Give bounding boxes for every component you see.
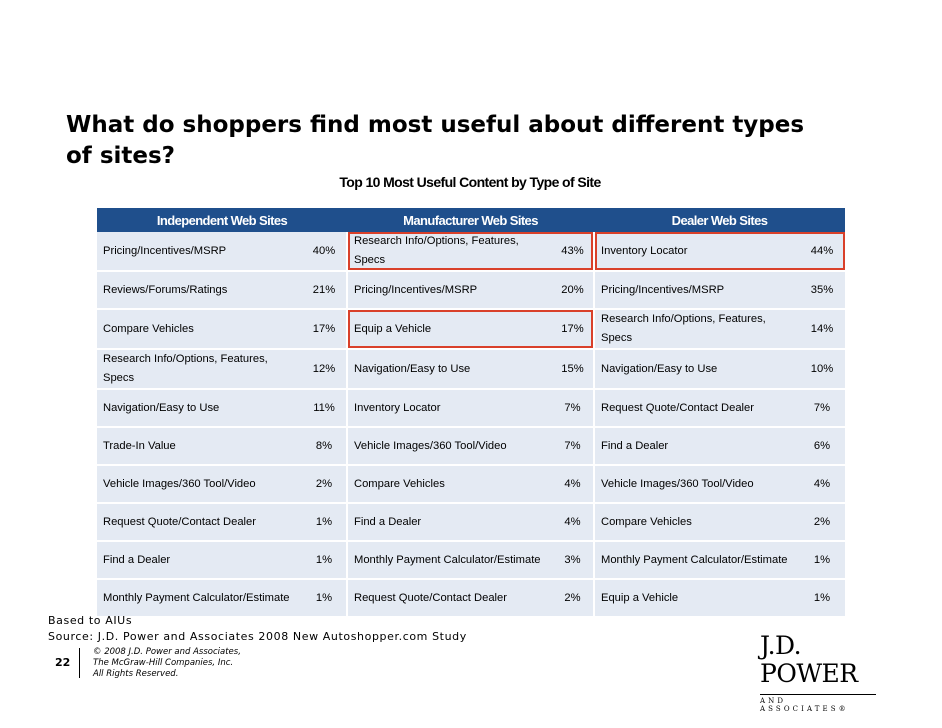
content-label: Navigation/Easy to Use <box>594 349 799 390</box>
content-label: Vehicle Images/360 Tool/Video <box>594 465 799 504</box>
content-percent: 14% <box>799 309 845 350</box>
table-row: Reviews/Forums/Ratings 21% Pricing/Incenti… <box>97 271 845 310</box>
content-label: Find a Dealer <box>594 427 799 466</box>
table-row: Navigation/Easy to Use 11% Inventory Locat… <box>97 389 845 428</box>
content-label: Reviews/Forums/Ratings <box>97 271 302 310</box>
footer-divider <box>79 648 80 678</box>
content-label: Vehicle Images/360 Tool/Video <box>97 465 302 504</box>
copyright-line: The McGraw-Hill Companies, Inc. <box>93 658 234 668</box>
logo-subline: AND ASSOCIATES® <box>760 694 876 713</box>
table-row: Request Quote/Contact Dealer 1% Find a Dea… <box>97 503 845 542</box>
content-percent: 7% <box>552 389 595 428</box>
content-label: Find a Dealer <box>97 541 302 580</box>
content-percent: 43% <box>552 232 595 272</box>
content-label: Vehicle Images/360 Tool/Video <box>347 427 552 466</box>
content-percent: 21% <box>302 271 348 310</box>
content-percent: 1% <box>302 503 348 542</box>
page-number: 22 <box>55 656 71 669</box>
content-label: Trade-In Value <box>97 427 302 466</box>
table-row: Pricing/Incentives/MSRP 40% Research Info/… <box>97 232 845 272</box>
content-label: Compare Vehicles <box>347 465 552 504</box>
copyright-block: © 2008 J.D. Power and Associates, The Mc… <box>93 647 241 680</box>
content-percent: 8% <box>302 427 348 466</box>
content-label: Navigation/Easy to Use <box>97 389 302 428</box>
content-label: Research Info/Options, Features, Specs <box>97 349 302 390</box>
table-row: Trade-In Value 8% Vehicle Images/360 Tool/… <box>97 427 845 466</box>
content-percent: 3% <box>552 541 595 580</box>
content-percent: 1% <box>799 541 845 580</box>
jd-power-logo: J.D. POWER AND ASSOCIATES® <box>760 632 880 713</box>
content-percent: 1% <box>302 579 348 618</box>
content-percent: 1% <box>302 541 348 580</box>
content-percent: 40% <box>302 232 348 272</box>
logo-wordmark: J.D. POWER <box>760 631 858 688</box>
content-percent: 10% <box>799 349 845 390</box>
content-label: Monthly Payment Calculator/Estimate <box>347 541 552 580</box>
content-percent: 4% <box>552 465 595 504</box>
content-label: Equip a Vehicle <box>594 579 799 618</box>
header-independent: Independent Web Sites <box>97 208 347 232</box>
content-percent: 6% <box>799 427 845 466</box>
content-percent: 7% <box>799 389 845 428</box>
content-percent: 2% <box>799 503 845 542</box>
page-title: What do shoppers find most useful about … <box>66 112 805 169</box>
footnote-base: Based to AIUs <box>48 614 133 627</box>
copyright-line: © 2008 J.D. Power and Associates, <box>93 647 241 657</box>
table-row: Compare Vehicles 17% Equip a Vehicle 17% Res… <box>97 309 845 350</box>
content-label: Research Info/Options, Features, Specs <box>594 309 799 350</box>
content-percent: 11% <box>302 389 348 428</box>
content-percent: 17% <box>302 309 348 350</box>
content-label: Monthly Payment Calculator/Estimate <box>97 579 302 618</box>
table-row: Vehicle Images/360 Tool/Video 2% Compare V… <box>97 465 845 504</box>
content-percent: 4% <box>799 465 845 504</box>
content-label: Request Quote/Contact Dealer <box>347 579 552 618</box>
content-percent: 12% <box>302 349 348 390</box>
content-label: Navigation/Easy to Use <box>347 349 552 390</box>
useful-content-table: Independent Web Sites Manufacturer Web S… <box>97 208 845 618</box>
content-label: Request Quote/Contact Dealer <box>594 389 799 428</box>
content-label: Pricing/Incentives/MSRP <box>347 271 552 310</box>
content-label: Research Info/Options, Features, Specs <box>347 232 552 272</box>
content-percent: 1% <box>799 579 845 618</box>
header-dealer: Dealer Web Sites <box>594 208 845 232</box>
table-row: Research Info/Options, Features, Specs 12… <box>97 349 845 390</box>
content-label: Compare Vehicles <box>97 309 302 350</box>
content-label: Find a Dealer <box>347 503 552 542</box>
content-percent: 17% <box>552 309 595 350</box>
content-percent: 20% <box>552 271 595 310</box>
header-manufacturer: Manufacturer Web Sites <box>347 208 594 232</box>
table-caption: Top 10 Most Useful Content by Type of Si… <box>339 174 601 190</box>
content-label: Inventory Locator <box>594 232 799 272</box>
table-row: Monthly Payment Calculator/Estimate 1% Req… <box>97 579 845 618</box>
content-label: Request Quote/Contact Dealer <box>97 503 302 542</box>
content-label: Pricing/Incentives/MSRP <box>97 232 302 272</box>
content-label: Inventory Locator <box>347 389 552 428</box>
content-label: Monthly Payment Calculator/Estimate <box>594 541 799 580</box>
content-percent: 15% <box>552 349 595 390</box>
content-label: Pricing/Incentives/MSRP <box>594 271 799 310</box>
content-percent: 35% <box>799 271 845 310</box>
content-label: Compare Vehicles <box>594 503 799 542</box>
content-percent: 4% <box>552 503 595 542</box>
content-percent: 2% <box>302 465 348 504</box>
table-row: Find a Dealer 1% Monthly Payment Calculato… <box>97 541 845 580</box>
table-header-row: Independent Web Sites Manufacturer Web S… <box>97 208 845 232</box>
footnote-source: Source: J.D. Power and Associates 2008 N… <box>48 630 467 643</box>
content-percent: 2% <box>552 579 595 618</box>
content-percent: 44% <box>799 232 845 272</box>
content-percent: 7% <box>552 427 595 466</box>
copyright-line: All Rights Reserved. <box>93 669 179 679</box>
content-label: Equip a Vehicle <box>347 309 552 350</box>
